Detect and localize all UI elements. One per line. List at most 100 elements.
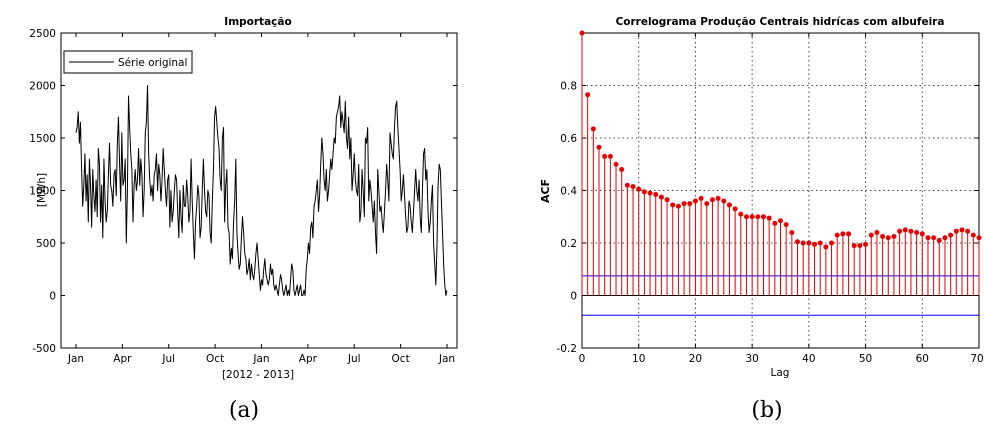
panel-b-stem-marker (641, 189, 647, 195)
panel-b-x-label: Lag (771, 367, 790, 379)
panel-b-stem-marker (925, 235, 931, 241)
panel-b-stem-marker (653, 191, 659, 197)
panel-b-stem-marker (783, 222, 789, 228)
panel-b-x-tick-label: 30 (745, 353, 758, 365)
panel-a-legend-label: Série original (118, 57, 187, 69)
panel-b-x-ticks: 0 10 20 30 40 50 60 70 (579, 33, 984, 365)
panel-a-x-tick-label: Apr (299, 353, 318, 365)
panel-a-caption: (a) (229, 398, 259, 423)
panel-b-stem-marker (936, 237, 942, 243)
panel-a-y-label: [MWh] (36, 173, 48, 207)
panel-b-stem-marker (664, 197, 670, 203)
panel-b-x-tick-label: 50 (859, 353, 872, 365)
panel-b-stem-marker (863, 241, 869, 247)
panel-b-y-tick-label: -0.2 (557, 343, 578, 355)
panel-b-y-tick-label: 0 (570, 291, 577, 303)
panel-a-series-line (75, 85, 448, 296)
panel-b-stem-marker (726, 202, 732, 208)
panel-b-stem-marker (851, 243, 857, 249)
panel-b-stem-marker (942, 235, 948, 241)
panel-a-x-tick-label: Jul (161, 353, 175, 365)
panel-b-x-tick-label: 10 (632, 353, 645, 365)
panel-b-stem-marker (585, 92, 591, 98)
panel-a-y-tick-label: 1000 (29, 186, 56, 198)
panel-b-x-tick-label: 0 (579, 353, 586, 365)
panel-b-stem-marker (976, 235, 982, 241)
panel-b-stem-marker (795, 239, 801, 245)
panel-b-stem-marker (908, 228, 914, 234)
panel-b-stem-marker (636, 186, 642, 192)
panel-b-stem-marker (914, 230, 920, 235)
panel-b-stem-marker (630, 184, 636, 190)
panel-b-stem-marker (687, 201, 693, 207)
panel-a-y-tick-label: -500 (32, 343, 56, 355)
panel-b-stem-marker (738, 211, 744, 217)
panel-b-stem-marker (732, 206, 738, 212)
panel-a-y-tick-label: 2000 (29, 81, 56, 93)
panel-a-x-ticks: Jan Apr Jul Oct Jan Apr Jul Oct Jan (67, 33, 455, 365)
panel-b-stem-marker (760, 214, 766, 220)
panel-a-y-tick-label: 500 (36, 238, 56, 250)
panel-b: Correlograma Produção Centrais hidrícas … (539, 16, 984, 423)
panel-a-x-tick-label: Jan (438, 353, 455, 365)
panel-b-stem-marker (590, 126, 596, 132)
panel-b-stem-marker (931, 235, 937, 241)
panel-b-stem-marker (897, 228, 903, 234)
panel-b-stem-marker (880, 233, 886, 239)
panel-a-y-tick-label: 1500 (29, 133, 56, 145)
panel-b-y-label: ACF (539, 179, 552, 203)
panel-b-stem-marker (840, 231, 846, 237)
panel-b-stem-marker (596, 144, 602, 150)
panel-b-stem-marker (789, 230, 795, 235)
panel-b-stem-marker (692, 198, 698, 204)
panel-b-stem-marker (766, 215, 772, 221)
panel-b-stem-marker (829, 240, 835, 246)
panel-b-stem-marker (709, 197, 715, 203)
panel-b-stem-marker (772, 220, 778, 226)
panel-b-stem-marker (965, 228, 971, 234)
panel-a-x-tick-label: Jan (67, 353, 84, 365)
panel-b-stem-marker (715, 195, 721, 201)
panel-b-stem-marker (902, 227, 908, 233)
panel-b-stem-marker (953, 228, 959, 234)
panel-b-stem-marker (755, 214, 761, 220)
panel-b-caption: (b) (751, 398, 782, 423)
panel-b-stem-marker (806, 240, 812, 246)
panel-b-stem-marker (749, 214, 755, 220)
panel-b-stem-marker (948, 232, 954, 238)
panel-b-stem-marker (743, 214, 749, 220)
panel-b-stem-marker (970, 232, 976, 238)
panel-a-legend: Série original (63, 50, 193, 74)
panel-b-stem-marker (698, 195, 704, 201)
panel-b-stems (579, 30, 982, 296)
panel-b-y-tick-label: 0.6 (560, 133, 577, 145)
panel-b-stem-marker (959, 227, 965, 233)
panel-b-stem-marker (675, 203, 681, 209)
panel-b-y-tick-label: 0.4 (560, 186, 577, 198)
panel-b-stem-marker (602, 153, 608, 159)
panel-b-stem-marker (868, 232, 874, 238)
panel-b-stem-marker (919, 231, 925, 237)
panel-a-y-ticks: -500 0 500 1000 1500 2000 2500 (29, 28, 457, 355)
panel-b-x-tick-label: 20 (689, 353, 702, 365)
panel-b-title: Correlograma Produção Centrais hidrícas … (616, 16, 945, 28)
panel-b-stem-marker (721, 198, 727, 204)
panel-b-x-tick-label: 70 (970, 353, 983, 365)
panel-a-legend-box (63, 50, 193, 74)
panel-b-stem-marker (613, 161, 619, 167)
panel-b-stem-marker (800, 240, 806, 246)
panel-b-stem-marker (624, 182, 630, 188)
panel-b-y-ticks: -0.2 0 0.2 0.4 0.6 0.8 (557, 81, 979, 355)
panel-b-stem-marker (891, 233, 897, 239)
panel-b-stem-marker (834, 232, 840, 238)
panel-b-stem-marker (607, 153, 613, 159)
panel-b-x-tick-label: 40 (802, 353, 815, 365)
panel-b-stem-marker (817, 240, 823, 246)
panel-b-stem-marker (681, 201, 687, 207)
panel-a-x-tick-label: Jan (252, 353, 269, 365)
panel-a-x-tick-label: Oct (392, 353, 410, 365)
panel-b-y-tick-label: 0.2 (560, 238, 577, 250)
panel-a-title: Importação (224, 16, 291, 28)
panel-b-stem-marker (658, 194, 664, 200)
